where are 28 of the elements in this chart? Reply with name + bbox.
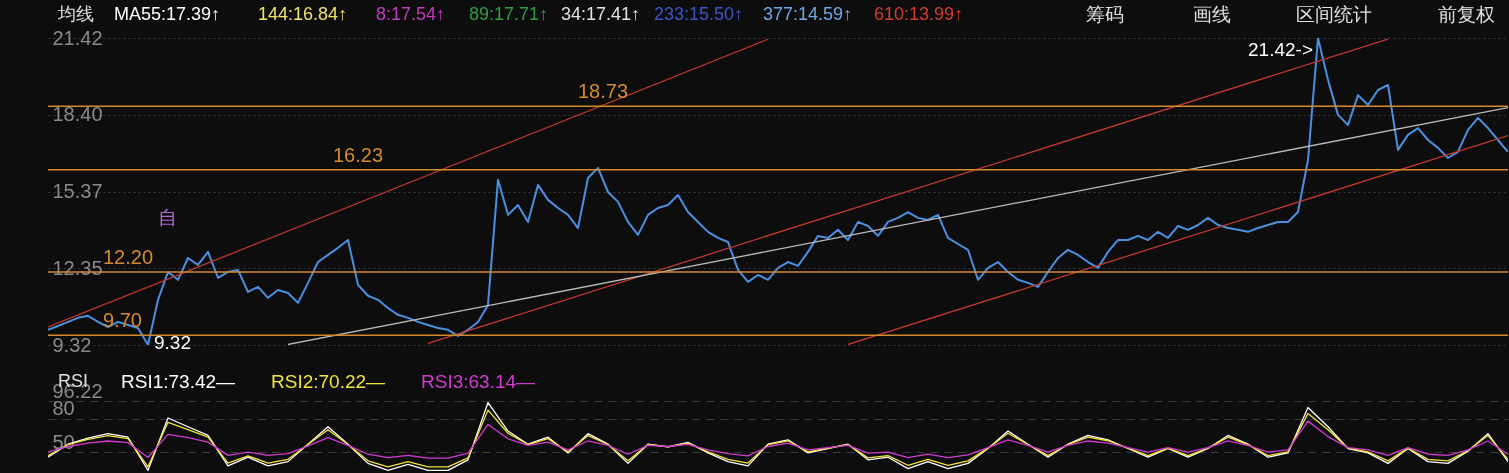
annotation: 21.42-> xyxy=(1248,39,1313,60)
text: 233:15.50↑ xyxy=(654,4,744,24)
text: 前复权 xyxy=(1438,4,1495,25)
text: RSI2:70.22— xyxy=(271,371,386,392)
text: 89:17.71↑ xyxy=(469,4,549,24)
ref-line-label: 16.23 xyxy=(333,143,384,166)
y-tick-label: 15.37 xyxy=(52,180,103,202)
text: 610:13.99↑ xyxy=(874,4,964,24)
series-label: RSI1:73.42— xyxy=(121,371,236,392)
text: RSI3:63.14— xyxy=(421,371,536,392)
y-tick-label: 21.42 xyxy=(52,26,103,49)
text: 8:17.54↑ xyxy=(376,4,446,24)
text: 377:14.59↑ xyxy=(763,4,853,24)
text: 均线 xyxy=(57,4,94,24)
text: 画线 xyxy=(1193,4,1231,25)
y-tick-label: 9.32 xyxy=(52,333,92,356)
annotation: 9.32 xyxy=(154,332,191,353)
ref-line-label: 18.73 xyxy=(578,80,629,103)
text: 筹码 xyxy=(1086,4,1124,25)
ref-line-label: 12.20 xyxy=(103,245,154,268)
text: 144:16.84↑ xyxy=(258,4,348,24)
y-tick-label: 80 xyxy=(52,397,75,420)
annotation: 自 xyxy=(158,207,177,228)
text: MA55:17.39↑ xyxy=(114,4,221,24)
y-tick-label: 50 xyxy=(52,430,75,453)
text: 区间统计 xyxy=(1296,4,1372,25)
text: 34:17.41↑ xyxy=(561,4,641,24)
y-tick-label: 18.40 xyxy=(52,103,103,126)
